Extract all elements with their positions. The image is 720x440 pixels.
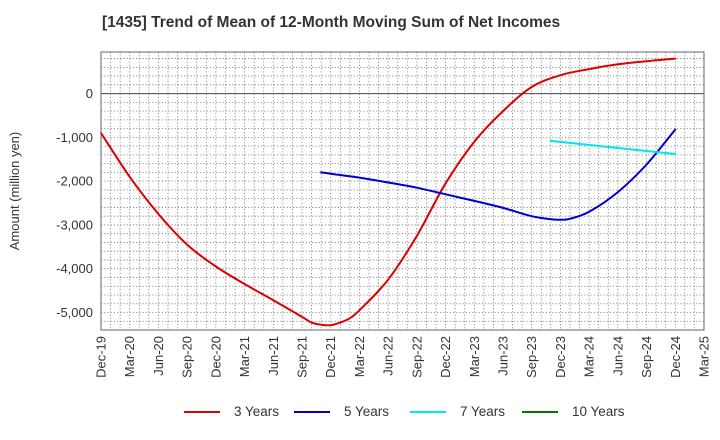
y-tick-label: -4,000 [56,261,93,276]
y-axis-title: Amount (million yen) [7,132,22,251]
x-tick-label: Mar-24 [582,336,597,377]
x-tick-label: Mar-20 [122,336,137,377]
series-line-7-years [549,139,677,155]
x-tick-label: Jun-24 [610,336,625,376]
x-tick-label: Jun-20 [151,336,166,376]
x-tick-label: Dec-23 [553,336,568,378]
legend-item-5-years: 5 Years [294,404,389,419]
y-tick-label: -2,000 [56,174,93,189]
legend-item-7-years: 7 Years [410,404,505,419]
x-tick-label: Sep-23 [524,336,539,378]
x-tick-label: Mar-23 [467,336,482,377]
legend-label: 5 Years [344,404,390,419]
x-tick-label: Mar-21 [237,336,252,377]
legend-item-3-years: 3 Years [184,404,279,419]
x-tick-label: Jun-21 [266,336,281,376]
legend-label: 10 Years [572,404,625,419]
x-axis: Dec-19 Mar-20 Jun-20 Sep-20 Dec-20 Mar-21 Jun-… [94,336,712,378]
x-tick-label: Sep-21 [295,336,310,378]
x-tick-label: Sep-20 [180,336,195,378]
y-tick-label: -1,000 [56,130,93,145]
chart-title: [1435] Trend of Mean of 12-Month Moving … [102,14,561,31]
y-tick-label: -5,000 [56,305,93,320]
y-axis: 0 -1,000 -2,000 -3,000 -4,000 -5,000 [56,86,93,320]
y-tick-label: 0 [86,86,93,101]
legend-swatch [522,410,558,413]
x-tick-label: Dec-24 [668,336,683,378]
y-tick-label: -3,000 [56,217,93,232]
plot-border [100,51,705,331]
legend-swatch [184,410,220,413]
series-line-5-years [320,128,677,221]
x-tick-label: Mar-22 [352,336,367,377]
x-tick-label: Dec-21 [323,336,338,378]
x-tick-label: Dec-20 [208,336,223,378]
plot-frame [100,51,705,331]
legend: 3 Years 5 Years 7 Years 10 Years [0,404,720,426]
plot-background [101,52,704,330]
series-lines [100,57,677,327]
x-tick-label: Mar-25 [697,336,712,377]
x-tick-label: Sep-22 [409,336,424,378]
legend-label: 7 Years [460,404,506,419]
x-tick-label: Dec-19 [94,336,109,378]
plot-area [101,52,704,330]
legend-swatch [294,410,330,413]
legend-label: 3 Years [234,404,280,419]
x-tick-label: Jun-23 [496,336,511,376]
x-tick-label: Dec-22 [438,336,453,378]
x-tick-label: Jun-22 [381,336,396,376]
legend-swatch [410,410,446,413]
legend-item-10-years: 10 Years [522,404,625,419]
series-line-3-years [100,57,677,327]
x-tick-label: Sep-24 [639,336,654,378]
